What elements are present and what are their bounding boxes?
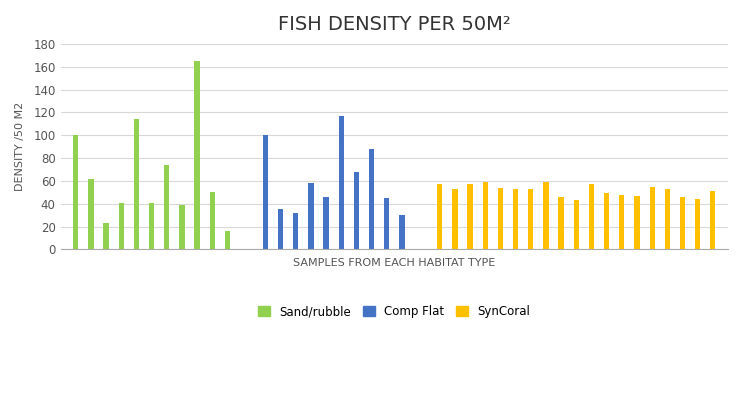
Bar (543, 182, 548, 249)
Bar (164, 165, 169, 249)
Title: FISH DENSITY PER 50M²: FISH DENSITY PER 50M² (278, 15, 510, 34)
Bar (293, 213, 299, 249)
Bar (619, 194, 624, 249)
Bar (437, 184, 442, 249)
Bar (665, 189, 670, 249)
Bar (635, 196, 640, 249)
Bar (73, 135, 79, 249)
Bar (369, 149, 374, 249)
Bar (354, 172, 359, 249)
Bar (339, 116, 344, 249)
Bar (149, 203, 155, 249)
Bar (483, 182, 488, 249)
Bar (225, 231, 230, 249)
Bar (278, 209, 283, 249)
Legend: Sand/rubble, Comp Flat, SynCoral: Sand/rubble, Comp Flat, SynCoral (255, 302, 534, 322)
Bar (384, 198, 389, 249)
Bar (559, 197, 564, 249)
Bar (263, 135, 268, 249)
Bar (695, 199, 701, 249)
Bar (399, 215, 404, 249)
Bar (210, 192, 215, 249)
Y-axis label: DENSITY /50 M2: DENSITY /50 M2 (15, 102, 25, 191)
Bar (710, 191, 716, 249)
Bar (467, 184, 473, 249)
Bar (179, 205, 184, 249)
Bar (498, 188, 503, 249)
Bar (528, 189, 533, 249)
Bar (649, 187, 655, 249)
Bar (134, 119, 139, 249)
Bar (103, 223, 108, 249)
Bar (452, 189, 458, 249)
Bar (604, 194, 609, 249)
Bar (308, 183, 314, 249)
Bar (574, 200, 579, 249)
Bar (513, 189, 519, 249)
Bar (680, 197, 685, 249)
Bar (119, 203, 124, 249)
X-axis label: SAMPLES FROM EACH HABITAT TYPE: SAMPLES FROM EACH HABITAT TYPE (293, 258, 496, 268)
Bar (88, 179, 94, 249)
Bar (323, 197, 328, 249)
Bar (588, 184, 594, 249)
Bar (195, 61, 200, 249)
